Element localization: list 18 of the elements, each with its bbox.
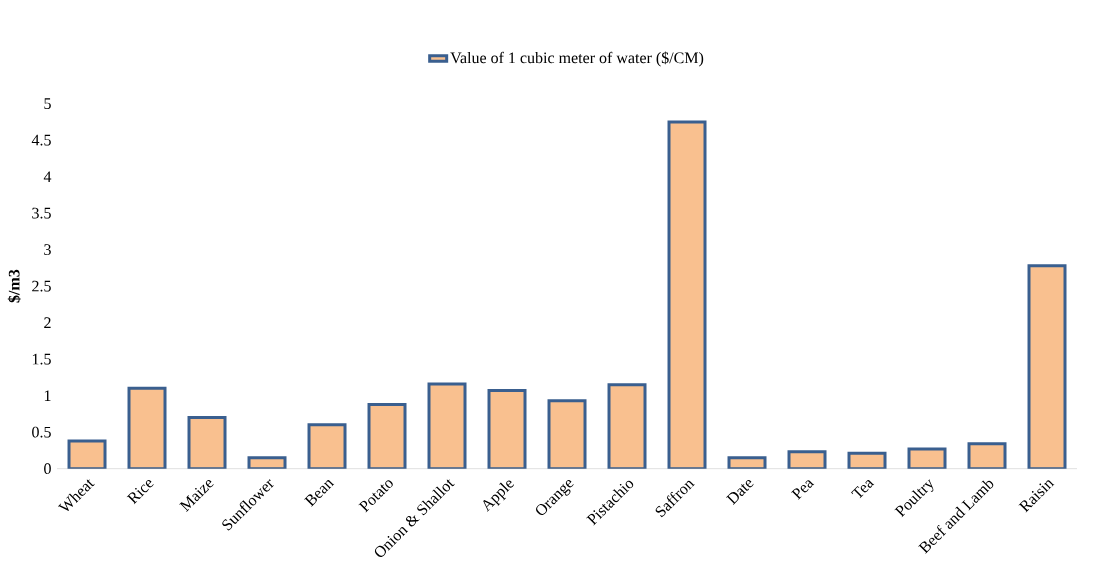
y-tick-label: 2.5 bbox=[32, 280, 51, 292]
y-tick-label: 1 bbox=[44, 390, 51, 402]
y-tick-label: 3 bbox=[44, 244, 51, 256]
y-tick-label: 0 bbox=[44, 463, 51, 475]
legend-label: Value of 1 cubic meter of water ($/CM) bbox=[450, 51, 704, 67]
x-tick-label: Rice bbox=[126, 480, 154, 505]
y-tick-label: 4.5 bbox=[31, 134, 51, 146]
x-tick-label: Pea bbox=[791, 480, 815, 500]
y-axis-title: $/m3 bbox=[7, 269, 21, 303]
y-tick-label: 2 bbox=[44, 317, 51, 329]
y-tick-label: 5 bbox=[44, 98, 51, 110]
x-tick-label: Date bbox=[725, 480, 754, 506]
y-tick-label: 0.5 bbox=[32, 426, 51, 438]
x-tick-label: Tea bbox=[851, 480, 875, 499]
y-tick-label: 4 bbox=[43, 171, 52, 183]
y-tick-label: 3.5 bbox=[32, 207, 51, 219]
y-tick-label: 1.5 bbox=[32, 353, 51, 365]
x-tick-label: Bean bbox=[304, 480, 335, 507]
